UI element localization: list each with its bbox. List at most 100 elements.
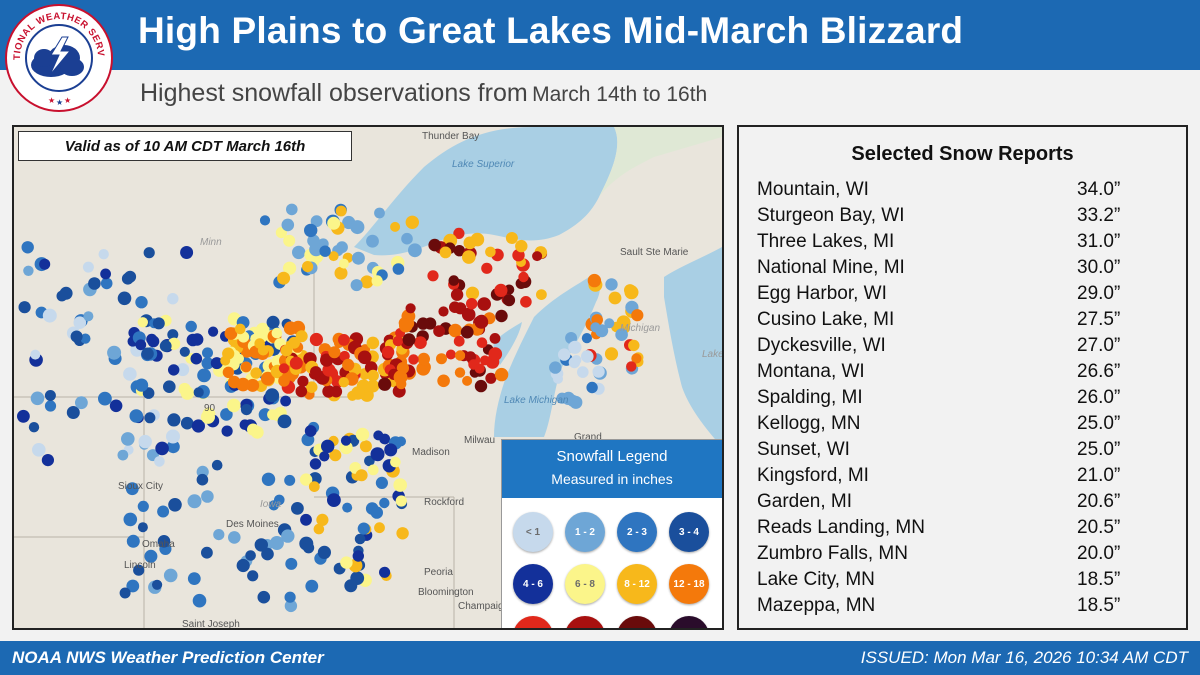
snowfall-observation-dot: [191, 333, 204, 346]
report-value: 20.5”: [1077, 517, 1121, 538]
snowfall-observation-dot: [295, 385, 308, 398]
report-location: Three Lakes, MI: [757, 231, 895, 252]
snowfall-observation-dot: [465, 286, 480, 300]
snowfall-observation-dot: [240, 361, 252, 373]
snowfall-observation-dot: [355, 469, 368, 482]
snowfall-observation-dot: [628, 339, 640, 352]
snowfall-observation-dot: [592, 365, 605, 378]
snowfall-observation-dot: [224, 327, 238, 340]
label-lincoln: Lincoln: [124, 560, 156, 571]
snowfall-observation-dot: [135, 339, 147, 351]
snowfall-observation-dot: [503, 294, 516, 307]
snowfall-observation-dot: [366, 234, 379, 248]
snowfall-observation-dot: [329, 449, 342, 462]
report-row: Reads Landing, MN 20.5”: [757, 515, 1137, 541]
snowfall-observation-dot: [402, 333, 416, 347]
snowfall-observation-dot: [359, 440, 372, 453]
snowfall-observation-dot: [379, 566, 391, 578]
report-row: Dyckesville, WI 27.0”: [757, 333, 1137, 359]
snowfall-observation-dot: [416, 317, 430, 330]
snowfall-observation-dot: [474, 315, 489, 329]
snowfall-observation-dot: [366, 379, 380, 393]
snowfall-observation-dot: [316, 513, 329, 526]
label-milwaukee: Milwau: [464, 435, 496, 446]
snowfall-observation-dot: [192, 593, 207, 608]
snowfall-observation-dot: [373, 430, 384, 441]
snowfall-observation-dot: [100, 268, 111, 280]
label-des-moines: Des Moines: [226, 519, 279, 530]
snowfall-observation-dot: [340, 435, 352, 446]
snowfall-observation-dot: [286, 203, 298, 216]
snowfall-observation-dot: [445, 349, 456, 360]
snowfall-observation-dot: [392, 263, 405, 275]
snowfall-observation-dot: [208, 326, 219, 337]
snowfall-observation-dot: [310, 366, 322, 378]
footer-source: NOAA NWS Weather Prediction Center: [12, 648, 324, 667]
snowfall-observation-dot: [227, 375, 241, 389]
snowfall-observation-dot: [257, 590, 271, 604]
snowfall-observation-dot: [495, 309, 508, 323]
snowfall-observation-dot: [334, 266, 348, 280]
snowfall-observation-dot: [227, 398, 241, 413]
snowfall-observation-dot: [123, 367, 137, 381]
snowfall-observation-dot: [437, 374, 450, 388]
legend-bin: 12 - 18: [669, 564, 709, 604]
snowfall-observation-dot: [166, 429, 180, 444]
snowfall-observation-dot: [39, 258, 51, 270]
snowfall-observation-dot: [494, 367, 509, 382]
label-thunder-bay: Thunder Bay: [422, 131, 480, 142]
snowfall-observation-dot: [176, 363, 190, 377]
snowfall-observation-dot: [138, 434, 152, 449]
snowfall-observation-dot: [319, 245, 331, 257]
snowfall-observation-dot: [250, 367, 262, 379]
snowfall-observation-dot: [417, 352, 430, 366]
report-row: Garden, MI 20.6”: [757, 489, 1137, 515]
snowfall-observation-dot: [285, 557, 298, 570]
page-subtitle: Highest snowfall observations from March…: [140, 79, 707, 108]
report-value: 33.2”: [1077, 205, 1121, 226]
snowfall-observation-dot: [121, 432, 135, 446]
snowfall-observation-dot: [201, 409, 215, 424]
snowfall-observation-dot: [73, 316, 87, 329]
snowfall-observation-dot: [152, 579, 163, 590]
legend-bin: 18 - 24: [513, 616, 553, 628]
snowfall-observation-dot: [107, 345, 122, 360]
snowfall-observation-dot: [257, 344, 269, 356]
snowfall-observation-dot: [474, 363, 485, 374]
snowfall-observation-dot: [32, 443, 46, 457]
snowfall-observation-dot: [274, 494, 285, 506]
snowfall-observation-dot: [80, 333, 91, 344]
snowfall-observation-dot: [187, 494, 202, 509]
report-row: Montana, WI 26.6”: [757, 359, 1137, 385]
reports-list: Mountain, WI 34.0” Sturgeon Bay, WI 33.2” Th…: [757, 177, 1137, 619]
snowfall-observation-dot: [291, 502, 304, 515]
snowfall-observation-dot: [117, 449, 129, 461]
snowfall-observation-dot: [56, 290, 68, 302]
snowfall-observation-dot: [117, 291, 132, 306]
report-row: Sunset, WI 25.0”: [757, 437, 1137, 463]
snowfall-observation-dot: [261, 371, 275, 386]
snowfall-observation-dot: [401, 232, 413, 245]
snowfall-map[interactable]: Valid as of 10 AM CDT March 16th Thunder…: [12, 125, 724, 630]
snowfall-observation-dot: [374, 207, 385, 219]
snowfall-observation-dot: [190, 352, 203, 365]
lake-superior: [354, 127, 618, 256]
snowfall-observation-dot: [179, 346, 190, 357]
snowfall-observation-dot: [367, 464, 379, 476]
snowfall-observation-dot: [350, 220, 365, 235]
snowfall-observation-dot: [379, 497, 390, 509]
snowfall-legend: Snowfall Legend Measured in inches < 1 1 …: [501, 439, 722, 628]
label-peoria: Peoria: [424, 567, 453, 578]
snowfall-observation-dot: [44, 400, 57, 412]
label-bloomington: Bloomington: [418, 587, 474, 598]
legend-bin: 2 - 3: [617, 512, 657, 552]
snowfall-observation-dot: [157, 505, 170, 518]
snowfall-observation-dot: [338, 334, 350, 346]
footer-issued: ISSUED: Mon Mar 16, 2026 10:34 AM CDT: [860, 648, 1188, 667]
snowfall-observation-dot: [300, 513, 312, 526]
snowfall-observation-dot: [66, 406, 80, 419]
snowfall-observation-dot: [586, 381, 598, 394]
snowfall-observation-dot: [133, 564, 145, 576]
report-location: Dyckesville, WI: [757, 335, 886, 356]
report-row: Sturgeon Bay, WI 33.2”: [757, 203, 1137, 229]
